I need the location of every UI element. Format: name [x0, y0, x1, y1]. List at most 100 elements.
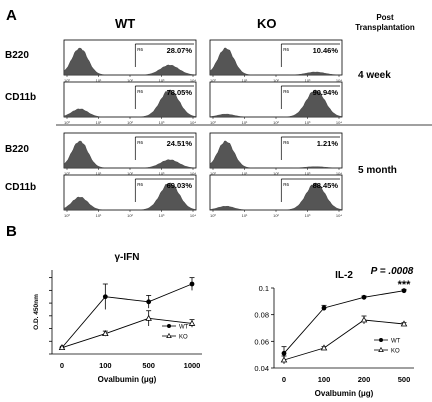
gate-tag: R6 — [283, 140, 289, 145]
series-line — [61, 317, 193, 349]
data-point — [401, 288, 407, 294]
histogram-tick-label: 10⁰ — [64, 78, 70, 83]
histogram-tick-label: 10² — [127, 213, 133, 218]
time-label-4-week: 4 week — [358, 70, 391, 81]
histogram-tick-label: 10⁰ — [64, 120, 70, 125]
x-tick-label: 100 — [318, 375, 331, 384]
post-transplantation-label-1: Post — [376, 13, 394, 22]
histogram-tick-label: 10⁴ — [190, 120, 196, 125]
x-tick-label: 100 — [99, 361, 112, 370]
histogram-tick-label: 10³ — [159, 213, 165, 218]
gate-tag: R6 — [137, 47, 143, 52]
panel-b-letter: B — [6, 223, 17, 240]
histogram-tick-label: 10⁴ — [336, 120, 342, 125]
data-point — [400, 320, 408, 327]
histogram-tick-label: 10¹ — [242, 78, 248, 83]
gate-tag: R6 — [283, 89, 289, 94]
histogram-tick-label: 10² — [127, 120, 133, 125]
histogram-tick-label: 10³ — [159, 171, 165, 176]
histogram-tick-label: 10⁰ — [210, 120, 216, 125]
x-tick-label: 500 — [142, 361, 155, 370]
time-label-5-month: 5 month — [358, 165, 397, 176]
histogram-tick-label: 10⁰ — [210, 171, 216, 176]
histogram-panel: R6 1.21% 10⁰ 10¹ 10² 10³ 10⁴ — [209, 132, 343, 176]
histogram-tick-label: 10¹ — [96, 120, 102, 125]
gate-percentage: 1.21% — [317, 139, 339, 148]
histogram-tick-label: 10³ — [159, 78, 165, 83]
data-point — [102, 294, 108, 300]
histogram-tick-label: 10⁴ — [190, 213, 196, 218]
legend-marker — [167, 324, 171, 328]
histogram-tick-label: 10² — [127, 78, 133, 83]
histogram-panel: R6 88.45% 10⁰ 10¹ 10² 10³ 10⁴ — [209, 174, 343, 218]
histogram-tick-label: 10⁰ — [64, 171, 70, 176]
post-transplantation-label-2: Transplantation — [355, 23, 415, 32]
y-axis-label: O.D. 450nm — [33, 294, 40, 330]
legend-marker — [378, 346, 384, 352]
p-value-annotation: P = .0008 — [371, 266, 414, 277]
histogram-tick-label: 10⁴ — [336, 78, 342, 83]
data-point — [281, 350, 287, 356]
histogram-tick-label: 10¹ — [96, 171, 102, 176]
x-tick-label: 1000 — [184, 361, 201, 370]
histogram-tick-label: 10² — [273, 120, 279, 125]
data-point — [146, 299, 152, 305]
gate-tag: R6 — [283, 182, 289, 187]
legend-label: WT — [391, 339, 401, 345]
x-tick-label: 0 — [282, 375, 286, 384]
series-line — [283, 319, 405, 361]
x-axis-label: Ovalbumin (μg) — [315, 389, 374, 398]
x-tick-label: 500 — [398, 375, 411, 384]
legend-label: WT — [179, 325, 189, 331]
histogram-panel: R6 90.94% 10⁰ 10¹ 10² 10³ 10⁴ — [209, 81, 343, 125]
x-axis-label: Ovalbumin (μg) — [98, 375, 157, 384]
gate-percentage: 90.94% — [313, 88, 339, 97]
row-label-cd11b-5mo: CD11b — [5, 182, 36, 193]
data-point — [361, 294, 367, 300]
histogram-panel: R6 24.51% 10⁰ 10¹ 10² 10³ 10⁴ — [63, 132, 197, 176]
data-point — [58, 343, 66, 351]
row-label-b220-5mo: B220 — [5, 144, 29, 155]
column-header-ko: KO — [257, 16, 277, 31]
histogram-tick-label: 10⁴ — [190, 78, 196, 83]
column-header-wt: WT — [115, 16, 135, 31]
histogram-tick-label: 10¹ — [96, 78, 102, 83]
gate-tag: R6 — [283, 47, 289, 52]
x-tick-label: 200 — [358, 375, 371, 384]
histogram-area — [63, 89, 197, 118]
data-point — [145, 314, 152, 321]
ifn-gamma-chart: γ-IFN 0 100 500 1000 Ovalbumin (μg) O.D. 450nm… — [33, 252, 202, 384]
gate-percentage: 28.07% — [167, 46, 193, 55]
histogram-tick-label: 10¹ — [242, 171, 248, 176]
histogram-tick-label: 10¹ — [96, 213, 102, 218]
histogram-area — [63, 182, 197, 211]
gate-tag: R6 — [137, 182, 143, 187]
significance-stars: *** — [398, 279, 412, 291]
histogram-tick-label: 10² — [273, 213, 279, 218]
il2-chart: IL-2 0.04 0.06 0.08 0.1 0 100 200 500 Ovalbumin (… — [254, 266, 414, 398]
histogram-grid: R6 28.07% 10⁰ 10¹ 10² 10³ 10⁴ R6 10.46% 10⁰ 10¹ 10²… — [63, 39, 343, 218]
histogram-panel: R6 69.03% 10⁰ 10¹ 10² 10³ 10⁴ — [63, 174, 197, 218]
data-point — [189, 281, 195, 287]
gate-percentage: 88.45% — [313, 181, 339, 190]
histogram-tick-label: 10³ — [305, 78, 311, 83]
histogram-tick-label: 10³ — [305, 213, 311, 218]
series-line — [283, 290, 405, 354]
gate-tag: R6 — [137, 89, 143, 94]
histogram-tick-label: 10⁴ — [336, 213, 342, 218]
data-point — [360, 316, 368, 323]
data-point — [102, 329, 109, 337]
histogram-area — [209, 47, 343, 76]
histogram-tick-label: 10² — [127, 171, 133, 176]
chart-title: γ-IFN — [115, 252, 140, 263]
legend-label: KO — [391, 349, 400, 355]
histogram-tick-label: 10³ — [305, 120, 311, 125]
histogram-panel: R6 78.05% 10⁰ 10¹ 10² 10³ 10⁴ — [63, 81, 197, 125]
y-tick-label: 0.06 — [254, 337, 269, 346]
histogram-area — [63, 47, 197, 76]
histogram-tick-label: 10⁴ — [336, 171, 342, 176]
histogram-area — [209, 182, 343, 211]
histogram-panel: R6 10.46% 10⁰ 10¹ 10² 10³ 10⁴ — [209, 39, 343, 83]
histogram-tick-label: 10¹ — [242, 120, 248, 125]
